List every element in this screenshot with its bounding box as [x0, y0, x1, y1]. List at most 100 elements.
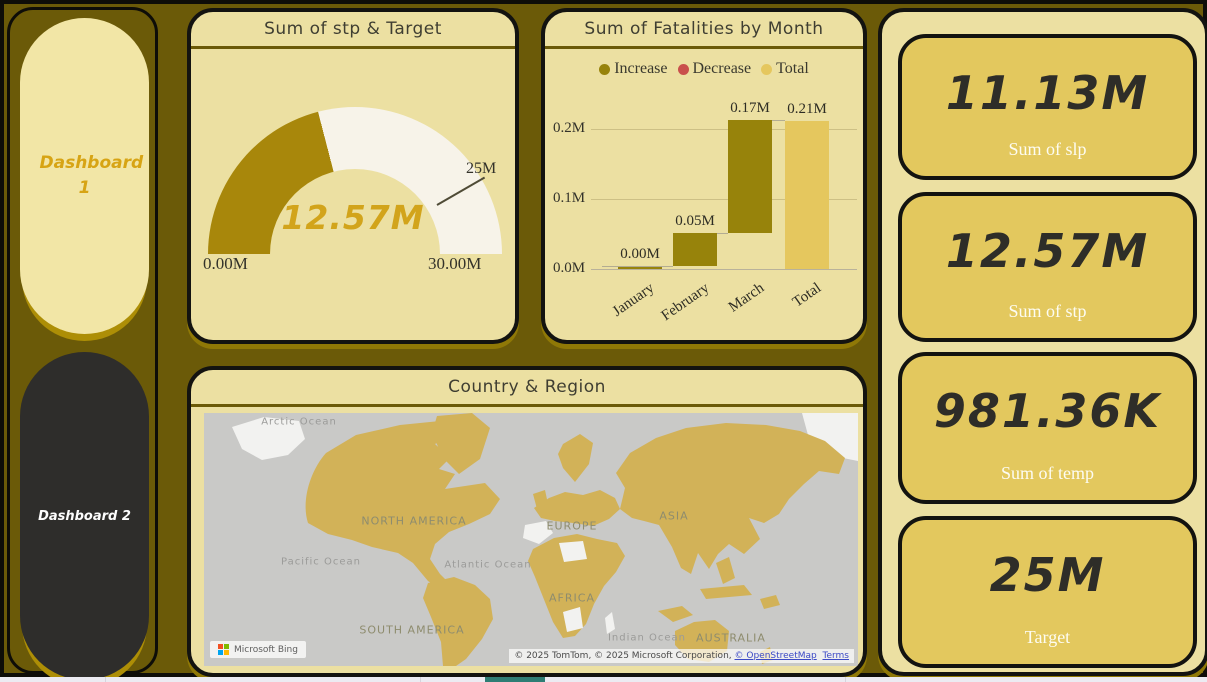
atlantic-ocean-label: Atlantic Ocean	[444, 559, 532, 571]
gauge-min-label: 0.00M	[203, 254, 248, 273]
scandinavia-landmass	[558, 434, 593, 482]
kpi-card-temp: 981.36K Sum of temp	[898, 352, 1197, 504]
alaska-landmass	[232, 417, 305, 460]
gauge-header: Sum of stp & Target	[191, 12, 515, 49]
terms-link[interactable]: Terms	[822, 651, 849, 661]
gauge-target-label: 25M	[466, 160, 497, 177]
kpi-card-target: 25M Target	[898, 516, 1197, 668]
waterfall-connector	[772, 119, 785, 121]
map-copyright: © 2025 TomTom, © 2025 Microsoft Corporat…	[509, 649, 854, 663]
kpi-slp-value: 11.13M	[945, 66, 1150, 120]
waterfall-gridline	[591, 269, 857, 270]
sidebar: Dashboard 1 Dashboard 2	[7, 7, 158, 680]
south-america-landmass	[423, 577, 493, 666]
legend-total-label: Total	[776, 60, 809, 77]
kpi-target-value: 25M	[989, 548, 1106, 602]
waterfall-ytick: 0.2M	[553, 120, 586, 136]
world-map-svg	[232, 413, 858, 666]
north-africa-patch	[559, 541, 587, 562]
waterfall-gridline	[591, 199, 857, 200]
dashboard-1-button[interactable]: Dashboard 1	[20, 18, 149, 334]
total-dot-icon	[761, 63, 773, 75]
openstreetmap-link[interactable]: © OpenStreetMap	[734, 651, 817, 661]
waterfall-visual: Sum of Fatalities by Month Increase Decr…	[541, 8, 867, 344]
waterfall-value-label: 0.05M	[675, 213, 715, 230]
waterfall-value-label: 0.00M	[620, 246, 660, 263]
world-map[interactable]: Arctic Ocean NORTH AMERICA Pacific Ocean…	[204, 413, 858, 666]
europe-label: EUROPE	[546, 519, 598, 533]
africa-landmass	[528, 534, 625, 638]
waterfall-legend: Increase Decrease Total	[545, 60, 863, 78]
waterfall-header: Sum of Fatalities by Month	[545, 12, 863, 49]
waterfall-bar-january[interactable]	[618, 266, 662, 269]
waterfall-plot: 0.0M 0.1M 0.2M 0.00M January 0.05M February 0.1…	[545, 12, 863, 340]
asia-label: ASIA	[659, 509, 689, 523]
europe-landmass	[534, 490, 620, 526]
waterfall-value-label: 0.17M	[730, 99, 770, 116]
kpi-card-slp: 11.13M Sum of slp	[898, 34, 1197, 180]
waterfall-value-label: 0.21M	[787, 100, 827, 117]
kpi-target-label: Target	[1024, 627, 1071, 647]
south-america-label: SOUTH AMERICA	[359, 623, 465, 637]
waterfall-connector	[602, 266, 673, 268]
map-header: Country & Region	[191, 370, 863, 407]
map-visual: Country & Region	[187, 366, 867, 677]
indian-ocean-label: Indian Ocean	[607, 632, 687, 644]
waterfall-bar-february[interactable]	[673, 233, 717, 267]
madagascar-landmass	[605, 612, 615, 634]
waterfall-bar-march[interactable]	[728, 119, 772, 234]
copyright-text: © 2025 TomTom, © 2025 Microsoft Corporat…	[514, 651, 735, 661]
new-guinea-landmass	[658, 606, 693, 622]
south-africa-patch	[563, 607, 583, 632]
ne-siberia-landmass	[802, 413, 858, 461]
waterfall-bar-total[interactable]	[785, 120, 829, 269]
uk-landmass	[533, 490, 548, 509]
dashboard-2-button[interactable]: Dashboard 2	[20, 352, 149, 680]
gauge-chart: 12.57M 0.00M 30.00M 25M	[191, 52, 515, 340]
waterfall-connector	[717, 233, 728, 235]
se-asia-islands	[700, 557, 780, 609]
gauge-value: 12.57M	[281, 198, 425, 237]
waterfall-gridline	[591, 129, 857, 130]
greenland-landmass	[432, 413, 490, 474]
legend-increase-label: Increase	[614, 60, 668, 77]
kpi-temp-label: Sum of temp	[1001, 463, 1094, 483]
africa-label: AFRICA	[549, 591, 595, 605]
decrease-dot-icon	[677, 63, 689, 75]
australia-label: AUSTRALIA	[696, 631, 766, 645]
kpi-temp-value: 981.36K	[933, 384, 1162, 438]
legend-decrease-label: Decrease	[692, 60, 752, 77]
gauge-title: Sum of stp & Target	[264, 19, 442, 39]
bing-attribution-chip: Microsoft Bing	[210, 641, 306, 658]
kpi-stp-label: Sum of stp	[1008, 301, 1087, 321]
increase-dot-icon	[599, 63, 611, 75]
spreadsheet-teal-cell	[485, 677, 545, 682]
dashboard-2-label: Dashboard 2	[38, 508, 131, 524]
legend-item-increase[interactable]: Increase	[599, 60, 668, 78]
microsoft-logo-icon	[218, 644, 229, 655]
gauge-visual: Sum of stp & Target 12.57M 0.00M 30.00M …	[187, 8, 519, 344]
legend-item-total[interactable]: Total	[761, 60, 809, 78]
waterfall-ytick: 0.1M	[553, 190, 586, 206]
kpi-card-stp: 12.57M Sum of stp	[898, 192, 1197, 342]
legend-item-decrease[interactable]: Decrease	[677, 60, 752, 78]
gauge-arc	[208, 107, 502, 255]
dashboard-1-label: Dashboard 1	[39, 152, 144, 199]
waterfall-ytick: 0.0M	[553, 260, 586, 276]
gauge-max-label: 30.00M	[428, 254, 482, 273]
bing-logo-text: Microsoft Bing	[234, 644, 298, 655]
north-america-landmass	[305, 421, 500, 592]
pacific-ocean-label: Pacific Ocean	[281, 556, 361, 568]
map-title: Country & Region	[448, 377, 606, 397]
kpi-column: 11.13M Sum of slp 12.57M Sum of stp 981.…	[878, 8, 1207, 676]
iberia-landmass	[523, 521, 553, 544]
kpi-slp-label: Sum of slp	[1008, 139, 1087, 159]
waterfall-title: Sum of Fatalities by Month	[584, 19, 824, 39]
kpi-stp-value: 12.57M	[945, 224, 1150, 278]
spreadsheet-sliver	[0, 677, 1207, 682]
asia-landmass	[616, 423, 845, 574]
arctic-ocean-label: Arctic Ocean	[261, 416, 337, 428]
north-america-label: NORTH AMERICA	[361, 514, 467, 528]
